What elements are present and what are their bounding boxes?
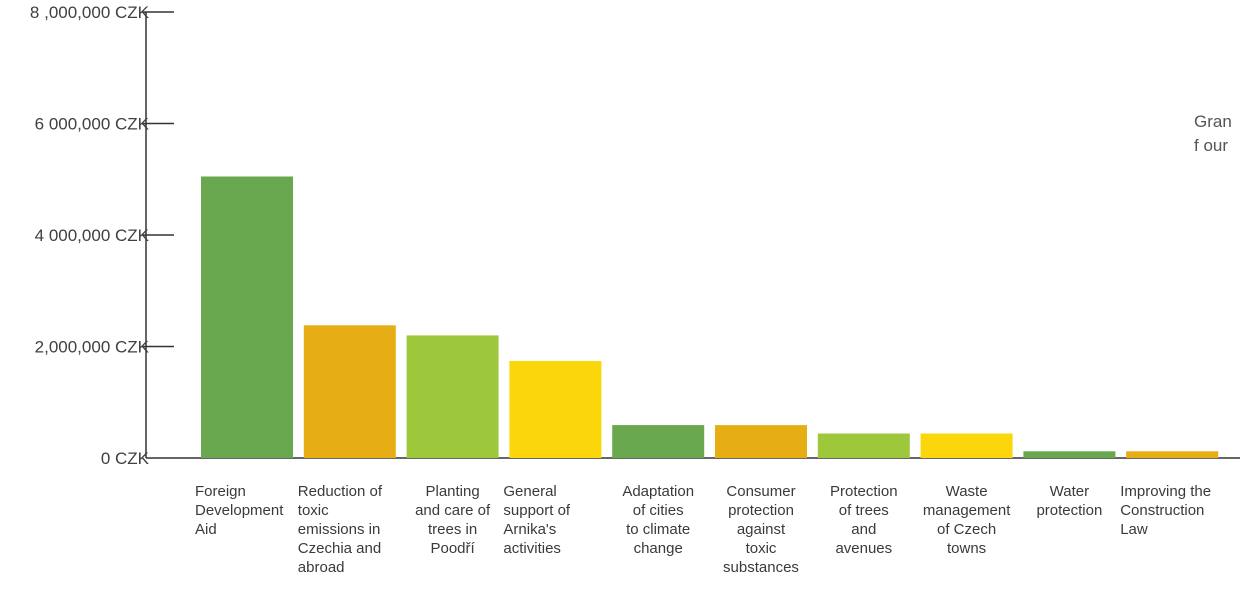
x-category-label: Reduction of toxic emissions in Czechia and…	[298, 482, 402, 577]
x-category-label-line: Protection	[830, 483, 898, 500]
x-category-label: General support of Arnika's activities	[503, 482, 607, 558]
x-category-label-line: toxic	[745, 540, 777, 557]
x-category-label-line: protection	[728, 502, 794, 519]
x-category-label-line: activities	[503, 540, 561, 557]
y-axis-ticks: 0 CZK 2,000,000 CZK 4 000,000 CZK 6 000,000…	[30, 3, 174, 468]
x-category-label-line: towns	[947, 540, 987, 557]
x-category-label-line: abroad	[297, 559, 345, 576]
x-category-label: Foreign Development Aid	[195, 482, 299, 539]
bar	[920, 433, 1013, 458]
bar	[715, 425, 807, 458]
bar	[406, 335, 499, 458]
x-category-label-line: emissions in	[297, 521, 381, 538]
x-category-label-line: and care of	[415, 502, 491, 519]
x-category-label-line: and	[851, 521, 877, 538]
x-category-label-line: Improving the	[1120, 483, 1212, 500]
x-category-label-line: Law	[1120, 521, 1148, 538]
y-tick-label: 8 ,000,000 CZK	[30, 3, 150, 22]
x-category-label-line: protection	[1036, 502, 1103, 519]
bar	[303, 325, 396, 458]
x-category-label-line: Construction	[1120, 502, 1205, 519]
x-category-label: Adaptation of cities to climate change	[606, 482, 710, 558]
bar	[612, 425, 705, 458]
y-tick-label: 2,000,000 CZK	[35, 338, 150, 357]
x-category-label: Improving the Construction Law	[1120, 482, 1224, 539]
x-category-label: Protection of trees and avenues	[812, 482, 916, 558]
x-category-label-line: Foreign	[195, 483, 246, 500]
bar	[1126, 451, 1219, 458]
x-category-label-line: trees in	[427, 521, 478, 538]
x-category-label-line: management	[922, 502, 1011, 519]
x-category-label-line: Poodří	[430, 540, 475, 557]
x-category-label: Planting and care of trees in Poodří	[401, 482, 505, 558]
x-category-label: Waste management of Czech towns	[915, 482, 1019, 558]
x-category-label-line: Consumer	[726, 483, 796, 500]
bars	[201, 176, 1219, 458]
bar	[1023, 451, 1116, 458]
x-category-label-line: of cities	[632, 502, 684, 519]
x-category-label-line: change	[633, 540, 683, 557]
x-category-label-line: Czechia and	[297, 540, 382, 557]
y-tick-label: 6 000,000 CZK	[35, 115, 150, 134]
x-category-label-line: substances	[723, 559, 799, 576]
x-category-label-line: to climate	[626, 521, 691, 538]
x-category-label-line: Development	[195, 502, 284, 519]
x-category-label: Water protection	[1017, 482, 1121, 520]
x-category-label-line: Reduction of	[297, 483, 383, 500]
x-category-label-line: toxic	[297, 502, 329, 519]
x-category-label-line: Arnika's	[503, 521, 557, 538]
x-category-label-line: Adaptation	[622, 483, 695, 500]
x-category-label-line: Aid	[195, 521, 217, 538]
y-tick-label: 4 000,000 CZK	[35, 226, 150, 245]
x-category-label-line: General	[503, 483, 557, 500]
x-category-label-line: avenues	[835, 540, 893, 557]
x-category-label: Consumer protection against toxic substances	[709, 482, 813, 577]
side-note: Gran f our	[1194, 112, 1232, 155]
x-category-label-line: Waste	[945, 483, 988, 500]
x-category-label-line: of Czech	[936, 521, 997, 538]
x-category-label-line: Planting	[425, 483, 480, 500]
bar	[509, 361, 602, 458]
y-tick-label: 0 CZK	[101, 449, 150, 468]
bar	[201, 176, 293, 458]
x-category-label-line: of trees	[838, 502, 889, 519]
x-category-label-line: against	[736, 521, 786, 538]
bar	[817, 433, 910, 458]
x-category-label-line: Water	[1049, 483, 1090, 500]
x-category-label-line: support of	[503, 502, 571, 519]
